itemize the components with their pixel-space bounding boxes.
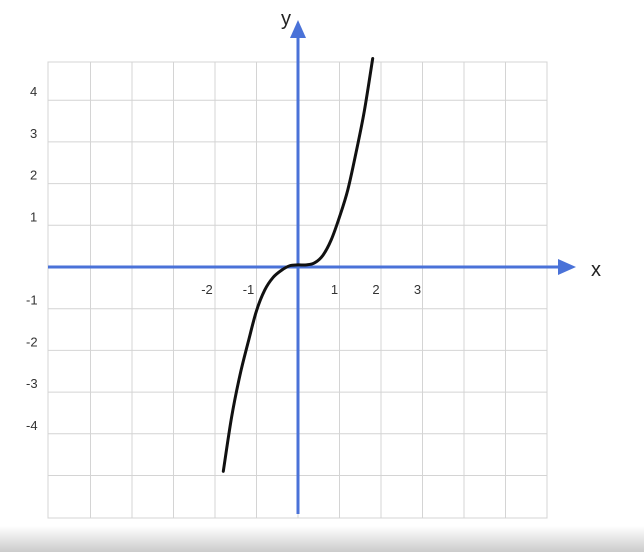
- axes: [48, 20, 576, 514]
- x-tick-label: 3: [414, 282, 421, 297]
- y-tick-label: -4: [26, 418, 38, 433]
- y-tick-label: 1: [30, 209, 37, 224]
- y-tick-label: 3: [30, 126, 37, 141]
- x-tick-label: 1: [331, 282, 338, 297]
- x-tick-label: -1: [243, 282, 255, 297]
- x-axis-arrow: [558, 259, 576, 275]
- y-tick-label: -1: [26, 293, 38, 308]
- x-tick-labels: -2 -1 1 2 3: [201, 282, 421, 297]
- x-tick-label: 2: [372, 282, 379, 297]
- y-axis-arrow: [290, 20, 306, 38]
- x-tick-label: -2: [201, 282, 213, 297]
- y-tick-label: 2: [30, 168, 37, 183]
- function-curve: [221, 57, 375, 473]
- y-tick-label: -3: [26, 376, 38, 391]
- y-tick-label: 4: [30, 84, 37, 99]
- y-axis-title: y: [281, 8, 291, 30]
- y-tick-labels: 4 3 2 1 -1 -2 -3 -4: [26, 84, 38, 433]
- y-tick-label: -2: [26, 334, 38, 349]
- x-axis-title: x: [591, 259, 601, 281]
